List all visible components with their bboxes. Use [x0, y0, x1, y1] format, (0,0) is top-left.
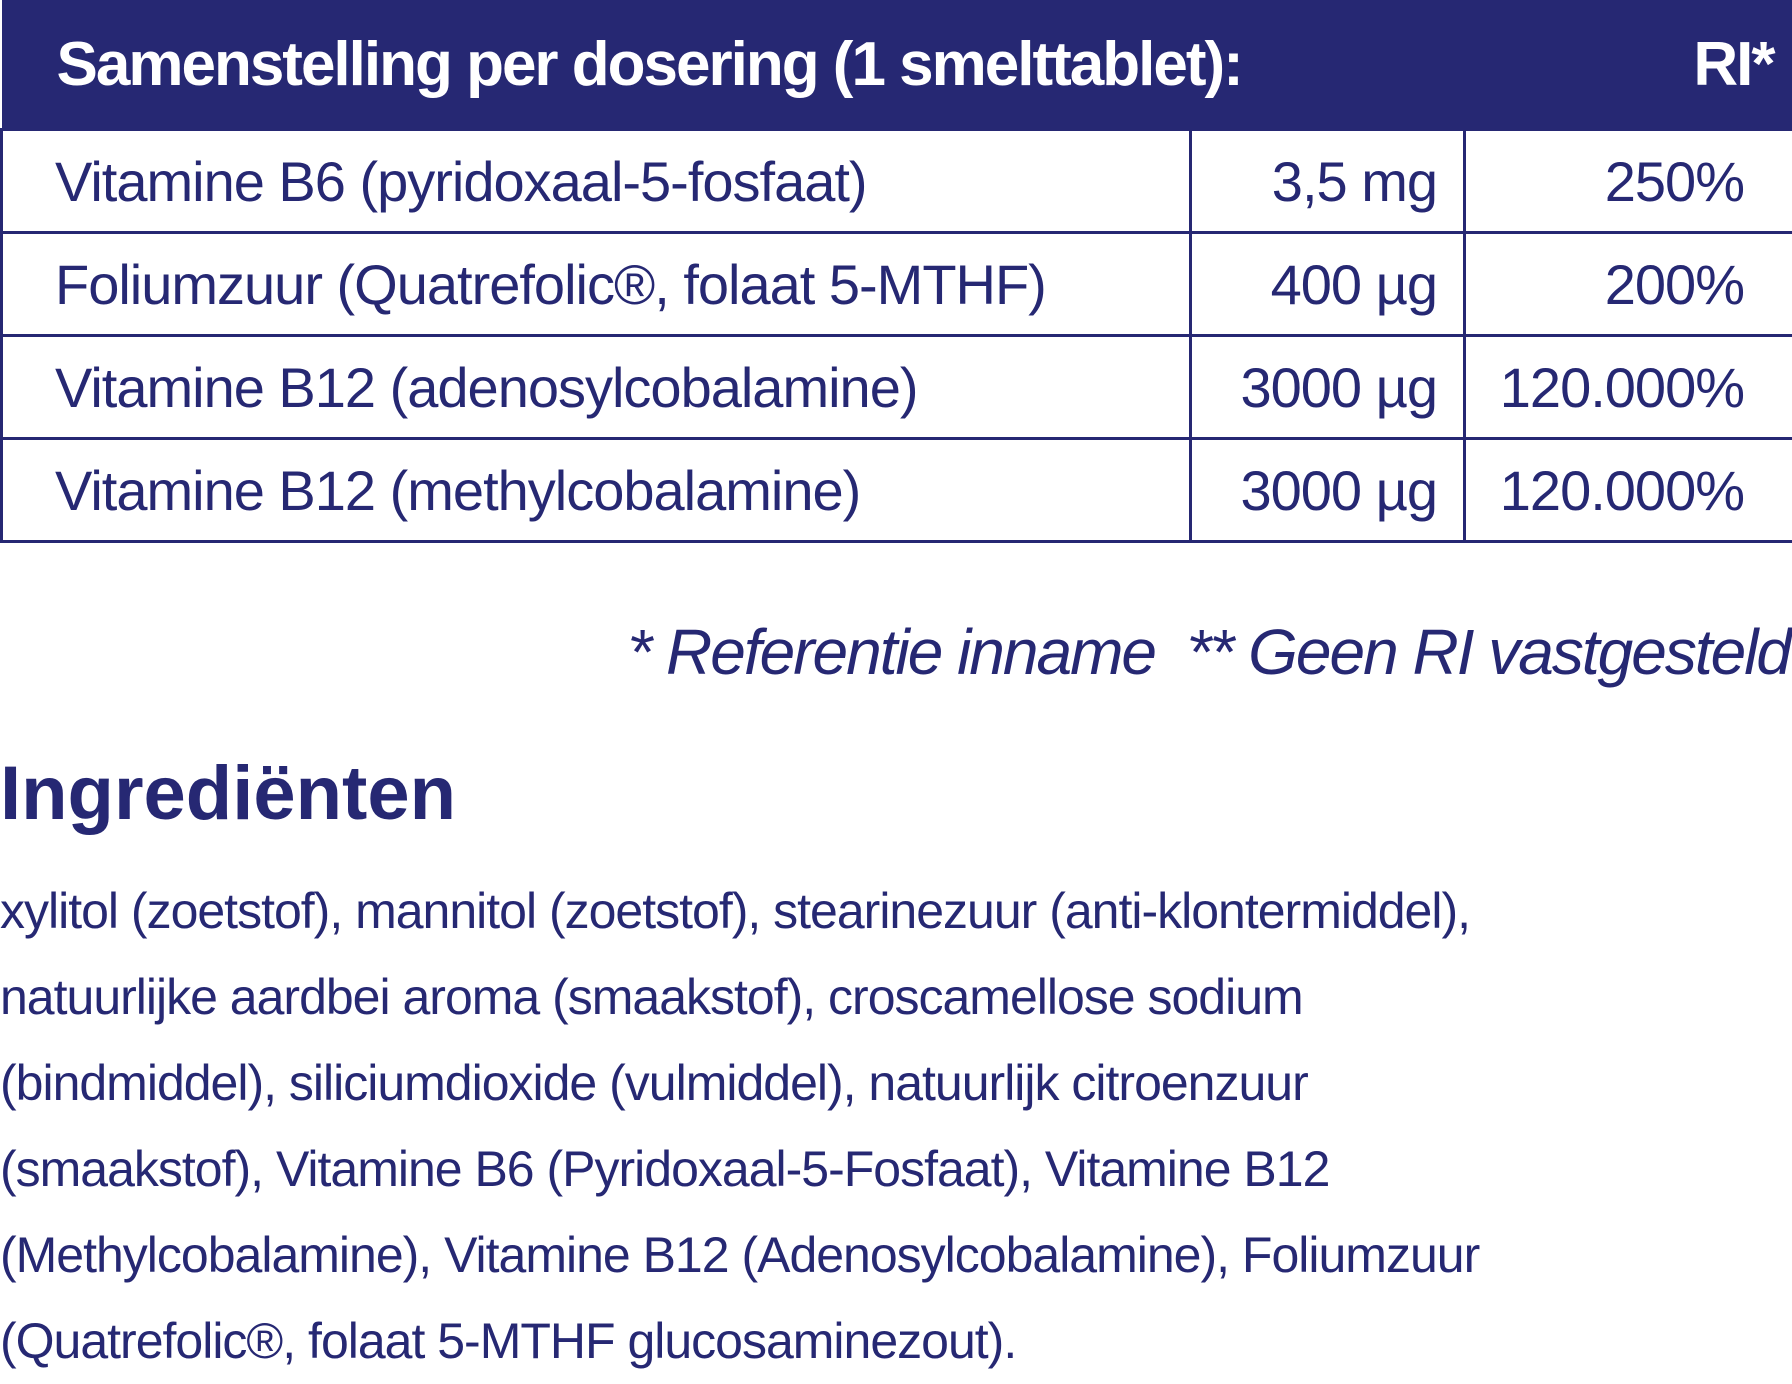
text-line: (Methylcobalamine), Vitamine B12 (Adenos…: [0, 1212, 1792, 1298]
section-title: Ingrediënten: [0, 750, 456, 837]
table-row: Foliumzuur (Quatrefolic®, folaat 5-MTHF)…: [2, 233, 1792, 336]
header-cell: RI*: [1465, 0, 1792, 130]
table-cell: Vitamine B6 (pyridoxaal-5-fosfaat): [2, 130, 1191, 233]
table-row: Vitamine B12 (adenosylcobalamine)3000 µg…: [2, 336, 1792, 439]
table-cell: 3000 µg: [1191, 336, 1465, 439]
header-cell: Samenstelling per dosering (1 smelttable…: [2, 0, 1465, 130]
table-cell: Foliumzuur (Quatrefolic®, folaat 5-MTHF): [2, 233, 1191, 336]
table-cell: 250%: [1465, 130, 1792, 233]
table-cell: 400 µg: [1191, 233, 1465, 336]
table-cell: 120.000%: [1465, 439, 1792, 542]
text-line: (smaakstof), Vitamine B6 (Pyridoxaal-5-F…: [0, 1126, 1792, 1212]
table-row: Vitamine B6 (pyridoxaal-5-fosfaat)3,5 mg…: [2, 130, 1792, 233]
header-row: Samenstelling per dosering (1 smelttable…: [2, 0, 1792, 130]
ingredients-text: xylitol (zoetstof), mannitol (zoetstof),…: [0, 868, 1792, 1384]
text-line: natuurlijke aardbei aroma (smaakstof), c…: [0, 954, 1792, 1040]
table-cell: 3,5 mg: [1191, 130, 1465, 233]
table-cell: 200%: [1465, 233, 1792, 336]
footnote: * Referentie inname ** Geen RI vastgeste…: [627, 615, 1790, 689]
table-cell: Vitamine B12 (adenosylcobalamine): [2, 336, 1191, 439]
table-body: Vitamine B6 (pyridoxaal-5-fosfaat)3,5 mg…: [2, 130, 1792, 542]
text-line: xylitol (zoetstof), mannitol (zoetstof),…: [0, 868, 1792, 954]
table-cell: 3000 µg: [1191, 439, 1465, 542]
nutrition-table: Samenstelling per dosering (1 smelttable…: [0, 0, 1792, 543]
table-cell: Vitamine B12 (methylcobalamine): [2, 439, 1191, 542]
text-line: (bindmiddel), siliciumdioxide (vulmiddel…: [0, 1040, 1792, 1126]
table-cell: 120.000%: [1465, 336, 1792, 439]
text-line: (Quatrefolic®, folaat 5-MTHF glucosamine…: [0, 1298, 1792, 1384]
